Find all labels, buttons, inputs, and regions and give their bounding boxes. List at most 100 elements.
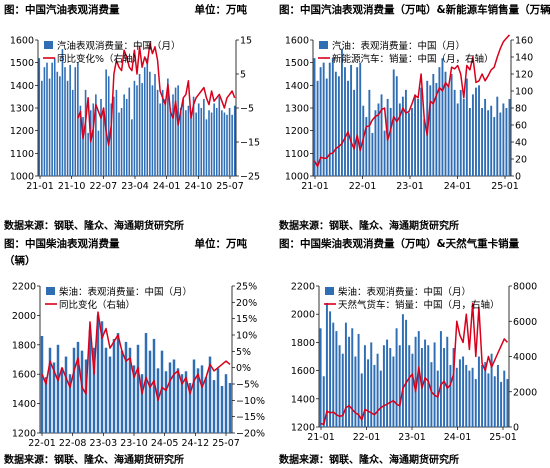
bar [411, 353, 414, 427]
bar [228, 383, 232, 433]
bar [133, 80, 136, 176]
right-tick-label: 120 [515, 70, 533, 81]
bar [444, 71, 447, 176]
bar [335, 331, 338, 427]
bar [224, 374, 228, 433]
left-tick-label: 1200 [285, 126, 309, 137]
bar [477, 356, 480, 427]
bar [136, 85, 138, 176]
bar [143, 67, 146, 176]
bar [223, 112, 226, 176]
right-tick-label: 0% [236, 363, 251, 374]
bar [478, 85, 480, 176]
bar [380, 94, 383, 176]
unit-label: 单位：万吨 [194, 238, 248, 250]
source-note: 数据来源：钢联、隆众、海通期货研究所 [4, 455, 184, 466]
right-tick-label: 8000 [513, 282, 537, 293]
bar [484, 362, 487, 427]
right-tick-label: −15 [240, 138, 260, 149]
x-tick-label: 22-08 [59, 438, 87, 449]
bar [443, 348, 446, 427]
right-tick-label: 4000 [513, 352, 537, 363]
bar [334, 71, 337, 176]
bar [411, 108, 413, 176]
bar [392, 356, 395, 427]
bar [41, 80, 43, 176]
panel-diesel: 图：中国柴油表观消费量 单位：万吨 （辆） 1200 1400 1600 1800 20… [0, 234, 275, 468]
bar [192, 359, 196, 433]
bar [374, 110, 377, 176]
bar [368, 89, 371, 176]
bar [398, 103, 401, 176]
legend-label-line: 新能源汽车：销量：中国（月，右轴） [332, 53, 494, 65]
bar [371, 132, 374, 176]
bar [435, 83, 438, 176]
bar [188, 383, 192, 433]
left-tick-label: 1600 [12, 370, 36, 381]
right-tick-label: 20% [236, 298, 257, 309]
bar [471, 367, 474, 427]
bar [395, 328, 398, 427]
left-tick-label: 1200 [291, 423, 315, 434]
bar [131, 119, 133, 176]
source-note: 数据来源：钢联、隆众、海通期货研究所 [279, 455, 459, 466]
bar [313, 58, 316, 177]
bar [360, 373, 363, 427]
bar [414, 336, 417, 427]
bar [51, 62, 53, 176]
right-tick-label: −15% [236, 412, 265, 423]
bar [97, 130, 100, 176]
right-tick-label: 100 [515, 87, 533, 98]
legend-label-bar: 柴油：表观消费量：中国（月） [338, 286, 471, 298]
bar [185, 110, 187, 176]
bar [427, 345, 430, 427]
bar [161, 89, 164, 176]
bar [398, 345, 401, 427]
bar [487, 110, 490, 176]
bar [348, 336, 351, 427]
x-tick-label: 23-04 [121, 181, 149, 192]
bar [417, 98, 420, 176]
legend-label-line: 同比变化（右轴） [59, 299, 135, 311]
bar [120, 108, 123, 176]
bar [455, 367, 458, 427]
x-tick-label: 22-01 [349, 181, 377, 192]
bar [493, 376, 496, 427]
bar [503, 370, 506, 427]
right-tick-label: 40 [515, 138, 527, 149]
bar [367, 359, 370, 427]
bar [446, 336, 449, 427]
bar [356, 67, 359, 176]
bar [96, 315, 100, 433]
bar [490, 353, 493, 427]
right-tick-label: −5 [240, 104, 254, 115]
bar [316, 80, 319, 176]
bar [169, 108, 172, 176]
left-tick-label: 1800 [12, 340, 36, 351]
right-tick-label: 5 [240, 70, 246, 81]
left-tick-label: 1000 [285, 172, 309, 183]
bar [118, 112, 120, 176]
bar [187, 105, 190, 176]
bar [481, 364, 484, 427]
bar [128, 87, 131, 176]
bar [159, 103, 161, 176]
bar [376, 353, 379, 427]
bar [100, 321, 104, 433]
legend-swatch-bar [319, 41, 328, 49]
bar [216, 368, 220, 433]
bar [80, 350, 84, 433]
x-tick-label: 25-01 [489, 432, 517, 443]
x-tick-label: 23-01 [396, 181, 424, 192]
x-tick-label: 24-01 [444, 432, 472, 443]
bar [56, 71, 59, 176]
right-tick-label: −5% [236, 380, 259, 391]
bar [231, 114, 233, 176]
bar [100, 98, 102, 176]
right-tick-label: 2000 [513, 387, 537, 398]
x-tick-label: 21-01 [301, 181, 329, 192]
bar [144, 333, 148, 433]
bar [417, 331, 420, 427]
x-tick-label: 22-07 [90, 181, 118, 192]
bar [210, 112, 213, 176]
